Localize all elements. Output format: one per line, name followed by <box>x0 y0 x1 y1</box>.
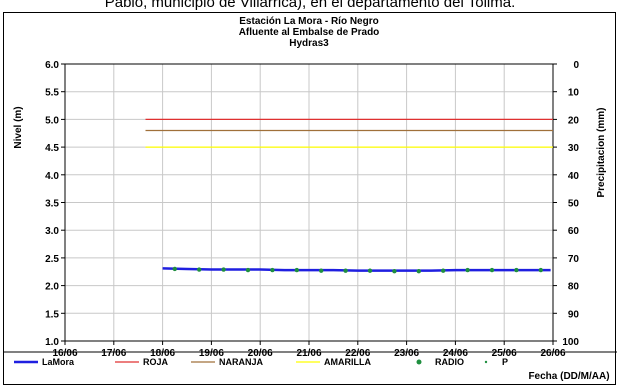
y2-tick-label: 0 <box>573 60 579 71</box>
page-top-text: Pablo, municipio de Villarrica), en el d… <box>104 0 516 11</box>
series-point-radio <box>538 267 543 273</box>
series-point-radio <box>245 267 251 273</box>
series-point-radio <box>270 267 275 273</box>
y-tick-label: 3.5 <box>45 199 59 210</box>
legend-swatch-radio <box>416 359 422 365</box>
y2-tick-label: 60 <box>568 226 580 237</box>
y-tick-label: 6.0 <box>45 60 59 71</box>
y2-tick-label: 80 <box>568 282 580 293</box>
legend-label-naranja: NARANJA <box>219 357 264 367</box>
legend-label-amarilla: AMARILLA <box>324 357 371 367</box>
y-tick-label: 1.5 <box>45 309 59 320</box>
x-tick-label: 17/06 <box>101 348 126 359</box>
y-tick-label: 2.5 <box>45 254 59 265</box>
x-tick-label: 16/06 <box>52 348 77 359</box>
x-tick-label: 24/06 <box>443 348 468 359</box>
x-tick-label: 20/06 <box>248 348 273 359</box>
y-tick-label: 1.0 <box>45 337 59 348</box>
legend-label-p: P <box>502 357 508 367</box>
x-tick-label: 25/06 <box>492 348 517 359</box>
series-point-radio <box>465 267 470 273</box>
y2-tick-label: 10 <box>568 88 580 99</box>
series-point-radio <box>197 267 202 272</box>
y2-tick-label: 90 <box>568 309 580 320</box>
legend-label-roja: ROJA <box>143 357 169 367</box>
legend-swatch-p <box>484 360 488 364</box>
y-tick-label: 5.0 <box>45 115 59 126</box>
y2-tick-label: 40 <box>568 171 580 182</box>
y2-tick-label: 70 <box>568 254 580 265</box>
y2-tick-label: 20 <box>568 115 580 126</box>
series-line-lamora <box>162 267 551 272</box>
series-point-radio <box>343 268 348 273</box>
y2-tick-label: 30 <box>568 143 580 154</box>
x-axis-label: Fecha (DD/M/AA) <box>528 371 609 382</box>
chart-title-line-2: Afluente al Embalse de Prado <box>239 27 380 38</box>
y-tick-label: 2.0 <box>45 282 59 293</box>
x-tick-label: 18/06 <box>150 348 175 359</box>
y-tick-label: 3.0 <box>45 226 59 237</box>
x-tick-label: 21/06 <box>296 348 321 359</box>
y2-tick-label: 50 <box>568 199 580 210</box>
series-point-radio <box>514 267 519 273</box>
series-point-radio <box>392 268 397 274</box>
legend-label-lamora: LaMora <box>42 357 75 367</box>
series-point-radio <box>221 267 226 272</box>
y2-tick-label: 100 <box>562 337 579 348</box>
series-point-radio <box>489 267 495 273</box>
series-point-radio <box>367 268 373 273</box>
series-point-radio <box>416 268 421 274</box>
x-tick-label: 22/06 <box>345 348 370 359</box>
chart-title-line-1: Estación La Mora - Río Negro <box>239 16 378 27</box>
legend-label-radio: RADIO <box>435 357 464 367</box>
series-point-radio <box>294 267 299 273</box>
series-point-radio <box>441 268 446 273</box>
y2-axis-label: Precipitacion (mm) <box>596 107 607 197</box>
x-tick-label: 23/06 <box>394 348 419 359</box>
chart-container: Estación La Mora - Río Negro Afluente al … <box>3 12 617 385</box>
x-tick-label: 26/06 <box>540 348 565 359</box>
x-tick-label: 19/06 <box>199 348 224 359</box>
y-tick-label: 5.5 <box>45 88 59 99</box>
y-tick-label: 4.5 <box>45 143 59 154</box>
y-axis-label: Nivel (m) <box>13 106 24 148</box>
y-tick-label: 4.0 <box>45 171 59 182</box>
series-point-radio <box>319 268 324 273</box>
series-point-radio <box>172 266 177 272</box>
chart-title-line-3: Hydras3 <box>289 38 329 49</box>
